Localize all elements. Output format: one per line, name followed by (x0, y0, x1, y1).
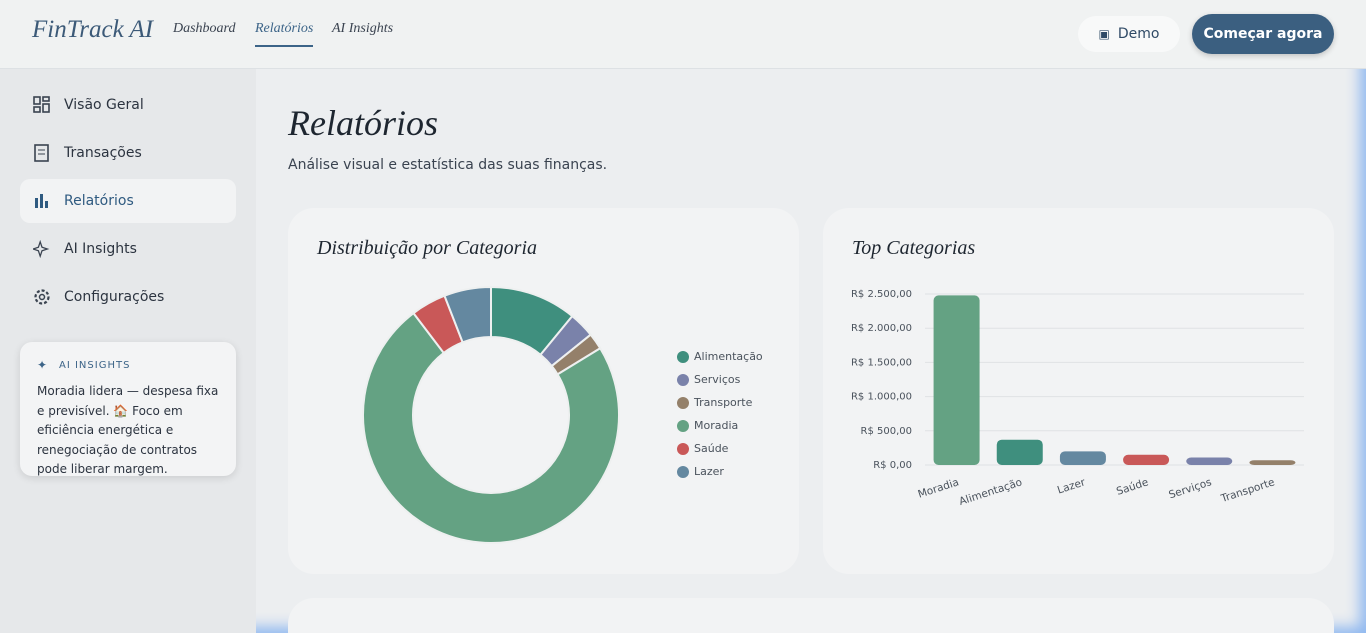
icon (33, 96, 50, 113)
demo-label: Demo (1117, 26, 1160, 42)
page-subtitle: Análise visual e estatística das suas fi… (288, 157, 608, 173)
chart-card: Top Categorias (823, 208, 1334, 574)
legend-swatch (677, 374, 689, 386)
chart-title: Distribuição por Categoria (317, 237, 538, 259)
side-label: AI Insights (64, 241, 137, 257)
legend-swatch (677, 466, 689, 478)
legend-swatch (677, 397, 689, 409)
bar (1186, 457, 1233, 465)
sparkle-icon: ✦ (37, 358, 48, 372)
x-tick-label: Lazer (1056, 476, 1088, 496)
icon (35, 194, 48, 208)
side-label: Relatórios (64, 193, 134, 209)
bar (996, 439, 1043, 465)
side-item[interactable]: Relatórios (20, 179, 236, 223)
legend-swatch (677, 351, 689, 363)
chart-card (288, 598, 1334, 633)
x-tick-label: Moradia (917, 476, 961, 500)
icon (33, 240, 50, 258)
y-tick-label: R$ 500,00 (861, 426, 912, 437)
pie-slice (443, 285, 492, 344)
nav-link[interactable]: AI Insights (332, 21, 394, 36)
sidebar: Visão Geral Transações Relatórios AI Ins… (0, 69, 256, 633)
legend-label: Alimentação (694, 350, 763, 363)
side-label: Visão Geral (64, 97, 144, 113)
cta-button[interactable]: Começar agora (1192, 14, 1334, 54)
side-label: Configurações (64, 289, 165, 305)
legend-label: Saúde (694, 442, 729, 455)
y-tick-label: R$ 1.000,00 (851, 392, 912, 403)
pie-slice (362, 311, 620, 544)
x-tick-label: Saúde (1115, 476, 1150, 498)
page-title: Relatórios (288, 103, 438, 143)
y-tick-label: R$ 2.000,00 (851, 323, 912, 334)
legend-label: Transporte (693, 396, 753, 409)
bar (933, 295, 980, 465)
side-item[interactable]: Configurações (20, 275, 236, 319)
y-tick-label: R$ 2.500,00 (851, 289, 912, 300)
header: FinTrack AI Dashboard Relatórios AI Insi… (0, 0, 1366, 69)
legend-label: Moradia (694, 419, 738, 432)
icon (34, 289, 50, 305)
x-tick-label: Serviços (1167, 476, 1213, 501)
bar (1123, 454, 1170, 465)
demo-button[interactable]: ▣ Demo (1078, 16, 1180, 52)
legend-swatch (677, 420, 689, 432)
side-item[interactable]: Visão Geral (20, 83, 236, 127)
chart-title: Top Categorias (852, 237, 976, 259)
legend-swatch (677, 443, 689, 455)
bar (1059, 451, 1106, 465)
icon (34, 144, 49, 162)
insight-card: ✦ AI INSIGHTS Moradia lidera — despesa f… (20, 342, 236, 476)
nav-link[interactable]: Dashboard (173, 21, 236, 36)
y-tick-label: R$ 0,00 (873, 460, 912, 471)
y-tick-label: R$ 1.500,00 (851, 357, 912, 368)
insight-text: Moradia lidera — despesa fixa e previsív… (37, 384, 219, 476)
insight-title: AI INSIGHTS (59, 360, 131, 371)
side-item[interactable]: AI Insights (20, 227, 236, 271)
x-tick-label: Transporte (1219, 476, 1277, 505)
legend-label: Serviços (694, 373, 741, 386)
bar (1249, 460, 1296, 465)
side-item[interactable]: Transações (20, 131, 236, 175)
legend-label: Lazer (694, 465, 724, 478)
x-tick-label: Alimentação (958, 476, 1024, 508)
side-label: Transações (64, 145, 142, 161)
logo[interactable]: FinTrack AI (32, 16, 154, 43)
nav-link[interactable]: Relatórios (255, 21, 314, 47)
